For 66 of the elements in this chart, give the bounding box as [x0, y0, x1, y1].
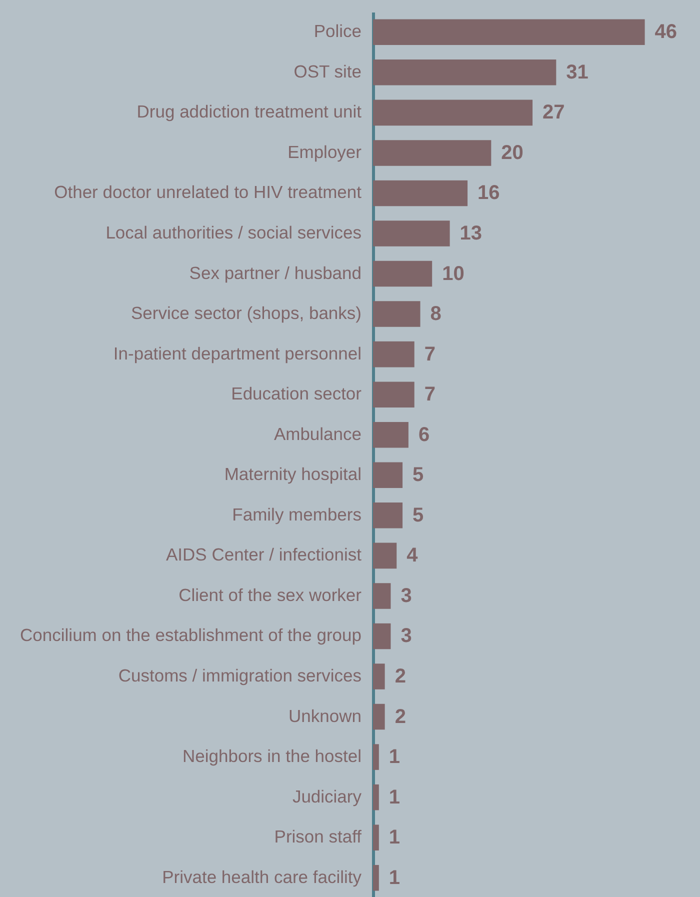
y-tick-label: Concilium on the establishment of the group — [20, 625, 362, 646]
bar — [373, 140, 492, 166]
data-label: 16 — [478, 182, 500, 204]
bar — [373, 704, 385, 730]
bar — [373, 623, 391, 650]
y-tick-label: Unknown — [288, 706, 362, 726]
bar — [373, 542, 397, 569]
bar — [373, 664, 385, 690]
data-label: 31 — [566, 61, 588, 84]
y-tick-label: Sex partner / husband — [189, 262, 362, 283]
data-label: 2 — [394, 706, 406, 728]
y-tick-label: Education sector — [231, 384, 362, 404]
bar — [373, 220, 450, 246]
bar — [373, 502, 403, 528]
data-label: 1 — [388, 786, 400, 808]
y-tick-label: Service sector (shops, banks) — [130, 303, 362, 324]
data-label: 27 — [542, 102, 565, 124]
bar — [373, 19, 645, 46]
bar — [373, 824, 379, 850]
data-label: 8 — [430, 303, 442, 326]
data-label: 3 — [400, 584, 412, 607]
data-label: 7 — [424, 384, 436, 406]
data-label: 6 — [418, 424, 430, 446]
data-label: 3 — [400, 625, 412, 648]
y-tick-label: Prison staff — [274, 826, 362, 847]
data-label: 4 — [406, 544, 419, 567]
y-tick-label: Private health care facility — [162, 866, 362, 887]
y-tick-label: Other doctor unrelated to HIV treatment — [54, 182, 362, 202]
bar — [373, 784, 379, 810]
bar — [373, 180, 468, 206]
data-label: 20 — [501, 142, 524, 164]
bar — [373, 60, 556, 86]
data-label: 1 — [388, 826, 400, 849]
bar — [373, 422, 408, 448]
bar — [373, 341, 414, 368]
y-tick-label: Police — [314, 21, 362, 42]
y-tick-label: AIDS Center / infectionist — [166, 544, 362, 565]
bar — [373, 583, 391, 609]
y-tick-label: Neighbors in the hostel — [182, 746, 362, 766]
y-tick-label: OST site — [294, 61, 362, 82]
data-label: 1 — [388, 866, 400, 889]
bar — [373, 864, 379, 891]
bar — [373, 301, 420, 327]
y-tick-label: Judiciary — [292, 786, 362, 806]
y-tick-label: In-patient department personnel — [113, 343, 362, 364]
y-tick-label: Local authorities / social services — [106, 222, 362, 242]
data-label: 1 — [388, 746, 400, 768]
bar — [373, 462, 403, 488]
data-label: 46 — [654, 21, 678, 44]
data-label: 5 — [412, 504, 424, 526]
y-tick-label: Maternity hospital — [224, 464, 362, 484]
y-tick-label: Drug addiction treatment unit — [136, 102, 362, 122]
bar — [373, 260, 432, 287]
y-tick-label: Ambulance — [274, 424, 362, 444]
bar — [373, 744, 379, 770]
data-label: 7 — [424, 343, 436, 366]
bar — [373, 100, 533, 126]
y-tick-label: Family members — [232, 504, 362, 524]
data-label: 10 — [442, 262, 464, 285]
y-tick-label: Customs / immigration services — [118, 666, 362, 686]
data-label: 5 — [412, 464, 424, 486]
y-tick-label: Client of the sex worker — [178, 584, 362, 605]
data-label: 2 — [394, 666, 406, 688]
y-tick-label: Employer — [288, 142, 362, 162]
bar — [373, 382, 414, 408]
data-label: 13 — [460, 222, 482, 244]
